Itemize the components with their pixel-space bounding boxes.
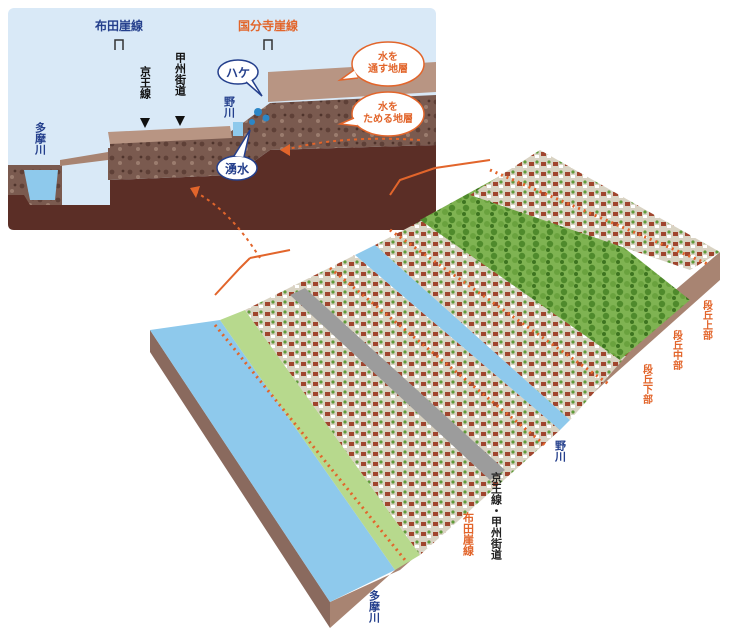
spring-drop	[249, 119, 255, 125]
middle-terrace-town	[375, 195, 640, 420]
label-no-river: 野川	[223, 96, 237, 118]
spring-drop	[262, 114, 270, 122]
connector-arrowhead	[190, 186, 200, 198]
koshu-road	[290, 288, 505, 480]
riverbank-strip	[220, 310, 420, 570]
birdseye-label-keio-koshu: 京王線・甲州街道	[490, 471, 504, 561]
koshu-kaido-arrow	[175, 116, 185, 126]
spring-drop	[254, 108, 262, 116]
birdseye-label-fuda-cliff: 布田崖線	[462, 511, 476, 557]
kokubunji-cliff-line-upper	[489, 168, 711, 267]
label-line: ためる地層	[363, 112, 413, 125]
hake-callout-pointer	[245, 79, 263, 97]
kokubunji-cliff-forest	[420, 165, 690, 360]
hake-callout	[217, 59, 259, 85]
label-line: 通す地層	[368, 62, 408, 75]
label-retaining-layer: 水をためる地層	[363, 100, 413, 125]
tama-river-water	[24, 170, 58, 200]
label-fuda-cliff: 布田崖線	[95, 18, 143, 33]
label-permeable-layer: 水を通す地層	[368, 50, 408, 75]
water-retaining-layer	[8, 145, 436, 230]
upper-terrace-town	[470, 150, 720, 270]
label-koshu-kaido: 甲州街道	[174, 52, 188, 97]
birdseye-label-terrace-lower: 段丘下部	[641, 363, 653, 405]
permeable-callout	[351, 41, 425, 87]
birdseye-label-terrace-middle: 段丘中部	[671, 329, 683, 371]
terrace-bracket	[389, 167, 436, 196]
label-line: 水を	[377, 50, 398, 63]
cross-section-panel: 布田崖線 国分寺崖線 京王線 甲州街道 野川 多摩川 ハケ 湧水 水を通す地層 …	[8, 8, 436, 259]
block-right-face	[330, 252, 720, 628]
birdseye-block: 野川 多摩川 布田崖線 京王線・甲州街道 段丘上部 段丘中部 段丘下部	[150, 150, 720, 628]
spring-callout-pointer	[233, 129, 251, 158]
terrace-bracket	[434, 159, 491, 169]
block-front-face	[150, 330, 330, 628]
birdseye-label-no-river: 野川	[554, 440, 568, 462]
fuda-cliff-marker	[114, 39, 124, 50]
no-river-cliff-line	[329, 266, 546, 447]
lower-terrace-town	[245, 255, 560, 555]
label-line: 水を	[377, 100, 398, 113]
connector-fuda	[194, 191, 261, 259]
birdseye-label-terrace-upper: 段丘上部	[701, 299, 713, 341]
no-river-water	[233, 122, 243, 136]
no-river-surface	[355, 245, 570, 430]
label-kokubunji-cliff: 国分寺崖線	[238, 18, 298, 33]
label-hake: ハケ	[226, 66, 250, 80]
label-tama-river: 多摩川	[34, 121, 48, 155]
terrace-bracket	[214, 249, 291, 296]
permeable-callout-pointer	[337, 69, 359, 82]
keio-line-arrow	[140, 118, 150, 128]
connector-arrowhead	[280, 144, 290, 156]
retaining-callout-pointer	[337, 117, 359, 127]
permeable-gravel-layer	[8, 95, 436, 205]
kokubunji-cliff-marker	[263, 39, 273, 50]
fuda-cliff-line	[213, 324, 407, 561]
label-spring: 湧水	[225, 161, 250, 176]
birdseye-label-tama-river: 多摩川	[368, 589, 382, 623]
retaining-callout	[351, 91, 425, 137]
topsoil-river-bank	[60, 152, 108, 166]
tama-river-surface	[150, 320, 395, 602]
label-keio-line: 京王線	[139, 65, 152, 100]
topsoil-lower-terrace	[108, 126, 232, 144]
